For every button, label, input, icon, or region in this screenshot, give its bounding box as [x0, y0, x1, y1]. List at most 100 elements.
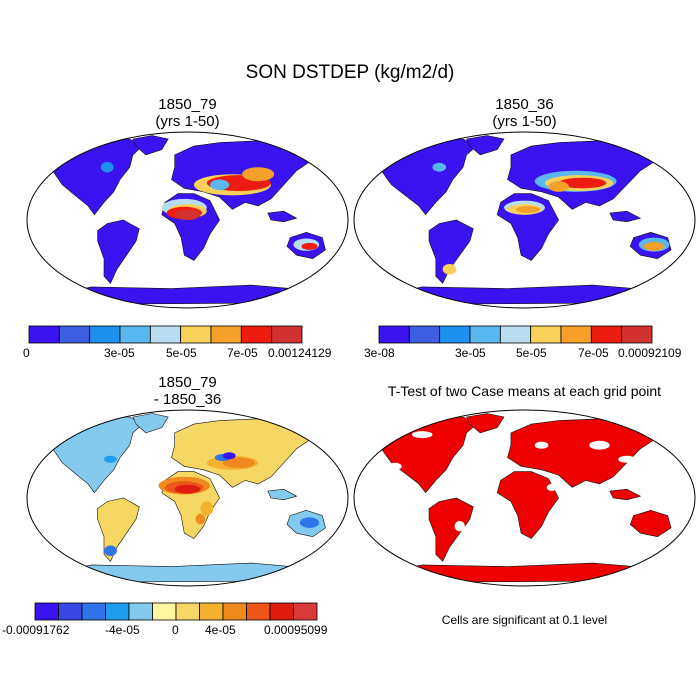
colorbar-box: [105, 602, 130, 621]
map-diff: [26, 409, 349, 587]
land-southAmerica: [428, 497, 474, 562]
page-title: SON DSTDEP (kg/m2/d): [245, 62, 455, 83]
field-region: [534, 441, 549, 449]
land-southAmerica: [428, 219, 474, 284]
field-region: [546, 483, 557, 491]
colorbar-label: 5e-05: [166, 346, 197, 360]
colorbar-label: -4e-05: [105, 623, 140, 637]
land-australia: [629, 509, 672, 538]
land-indonesia: [609, 488, 642, 501]
panel-title-line2: (yrs 1-50): [492, 113, 557, 130]
field-region: [100, 161, 114, 173]
map-border: [353, 131, 696, 309]
panel-title-diff: 1850_79 - 1850_36: [25, 374, 350, 408]
colorbar-label: 7e-05: [227, 346, 258, 360]
colorbar-box: [271, 325, 303, 344]
colorbar-box: [293, 602, 318, 621]
colorbar-case1: [28, 325, 303, 344]
map-case1: [26, 131, 349, 309]
land-antarctica: [363, 562, 679, 583]
colorbar-label: 4e-05: [205, 623, 236, 637]
map-ttest: [353, 409, 696, 587]
colorbar-label: 5e-05: [516, 346, 547, 360]
colorbar-box: [199, 602, 224, 621]
land-greenland: [132, 135, 169, 156]
colorbar-box: [499, 325, 532, 344]
colorbar-box: [128, 602, 153, 621]
colorbar-box: [34, 602, 59, 621]
field-region: [548, 181, 569, 192]
significance-note: Cells are significant at 0.1 level: [441, 613, 608, 627]
field-region: [104, 545, 117, 557]
colorbar-box: [175, 602, 200, 621]
colorbar-box: [81, 602, 106, 621]
map-border: [26, 409, 349, 587]
colorbar-box: [149, 325, 182, 344]
land-africa: [496, 471, 559, 539]
colorbar-box: [469, 325, 501, 344]
panel-title-case1: 1850_79 (yrs 1-50): [25, 96, 350, 130]
map-border: [26, 131, 349, 309]
field-region: [388, 462, 402, 470]
land-antarctica: [35, 284, 333, 305]
field-region: [515, 205, 540, 213]
colorbar-label: 0: [172, 623, 179, 637]
colorbar-box: [58, 325, 91, 344]
field-region: [242, 167, 275, 182]
land-indonesia: [267, 488, 298, 501]
colorbar-label: 0.00092109: [618, 346, 682, 360]
colorbar-box: [152, 602, 177, 621]
colorbar-label: 0: [23, 346, 30, 360]
field-region: [200, 501, 214, 516]
panel-title-line1: T-Test of two Case means at each grid po…: [387, 383, 662, 399]
colorbar-diff: [34, 602, 318, 621]
colorbar-label: 3e-08: [364, 346, 395, 360]
field-region: [104, 455, 117, 463]
field-region: [643, 242, 665, 251]
field-region: [301, 242, 318, 250]
land-indonesia: [267, 210, 298, 223]
land-indonesia: [609, 210, 642, 223]
colorbar-label: -0.00091762: [2, 623, 70, 637]
colorbar-box: [28, 325, 60, 344]
colorbar-label: 3e-05: [104, 346, 135, 360]
field-region: [411, 431, 433, 439]
colorbar-box: [378, 325, 410, 344]
panel-title-line2: (yrs 1-50): [155, 113, 220, 130]
field-region: [454, 520, 465, 532]
colorbar-label: 3e-05: [455, 346, 486, 360]
colorbar-box: [560, 325, 592, 344]
panel-title-line1: 1850_36: [495, 96, 554, 113]
colorbar-box: [621, 325, 653, 344]
colorbar-box: [439, 325, 471, 344]
land-antarctica: [35, 562, 333, 583]
field-region: [209, 179, 230, 191]
field-region: [432, 162, 447, 172]
colorbar-box: [210, 325, 242, 344]
panel-title-line1: 1850_79: [158, 374, 217, 391]
land-greenland: [466, 135, 505, 156]
field-region: [222, 457, 255, 469]
colorbar-box: [246, 602, 271, 621]
land-greenland: [466, 413, 505, 434]
colorbar-box: [89, 325, 121, 344]
colorbar-label: 0.00124129: [268, 346, 332, 360]
colorbar-box: [180, 325, 212, 344]
land-southAmerica: [97, 219, 140, 284]
field-region: [174, 484, 201, 494]
panel-title-line2: - 1850_36: [153, 391, 222, 408]
field-region: [444, 480, 455, 488]
colorbar-label: 0.00095099: [264, 623, 328, 637]
field-region: [613, 481, 627, 487]
panel-title-case2: 1850_36 (yrs 1-50): [352, 96, 697, 130]
colorbar-box: [408, 325, 441, 344]
map-border: [353, 409, 696, 587]
field-region: [222, 452, 236, 460]
colorbar-box: [530, 325, 562, 344]
colorbar-box: [240, 325, 273, 344]
map-case2: [353, 131, 696, 309]
colorbar-box: [590, 325, 623, 344]
colorbar-box: [222, 602, 247, 621]
colorbar-box: [269, 602, 294, 621]
field-region: [442, 264, 457, 275]
